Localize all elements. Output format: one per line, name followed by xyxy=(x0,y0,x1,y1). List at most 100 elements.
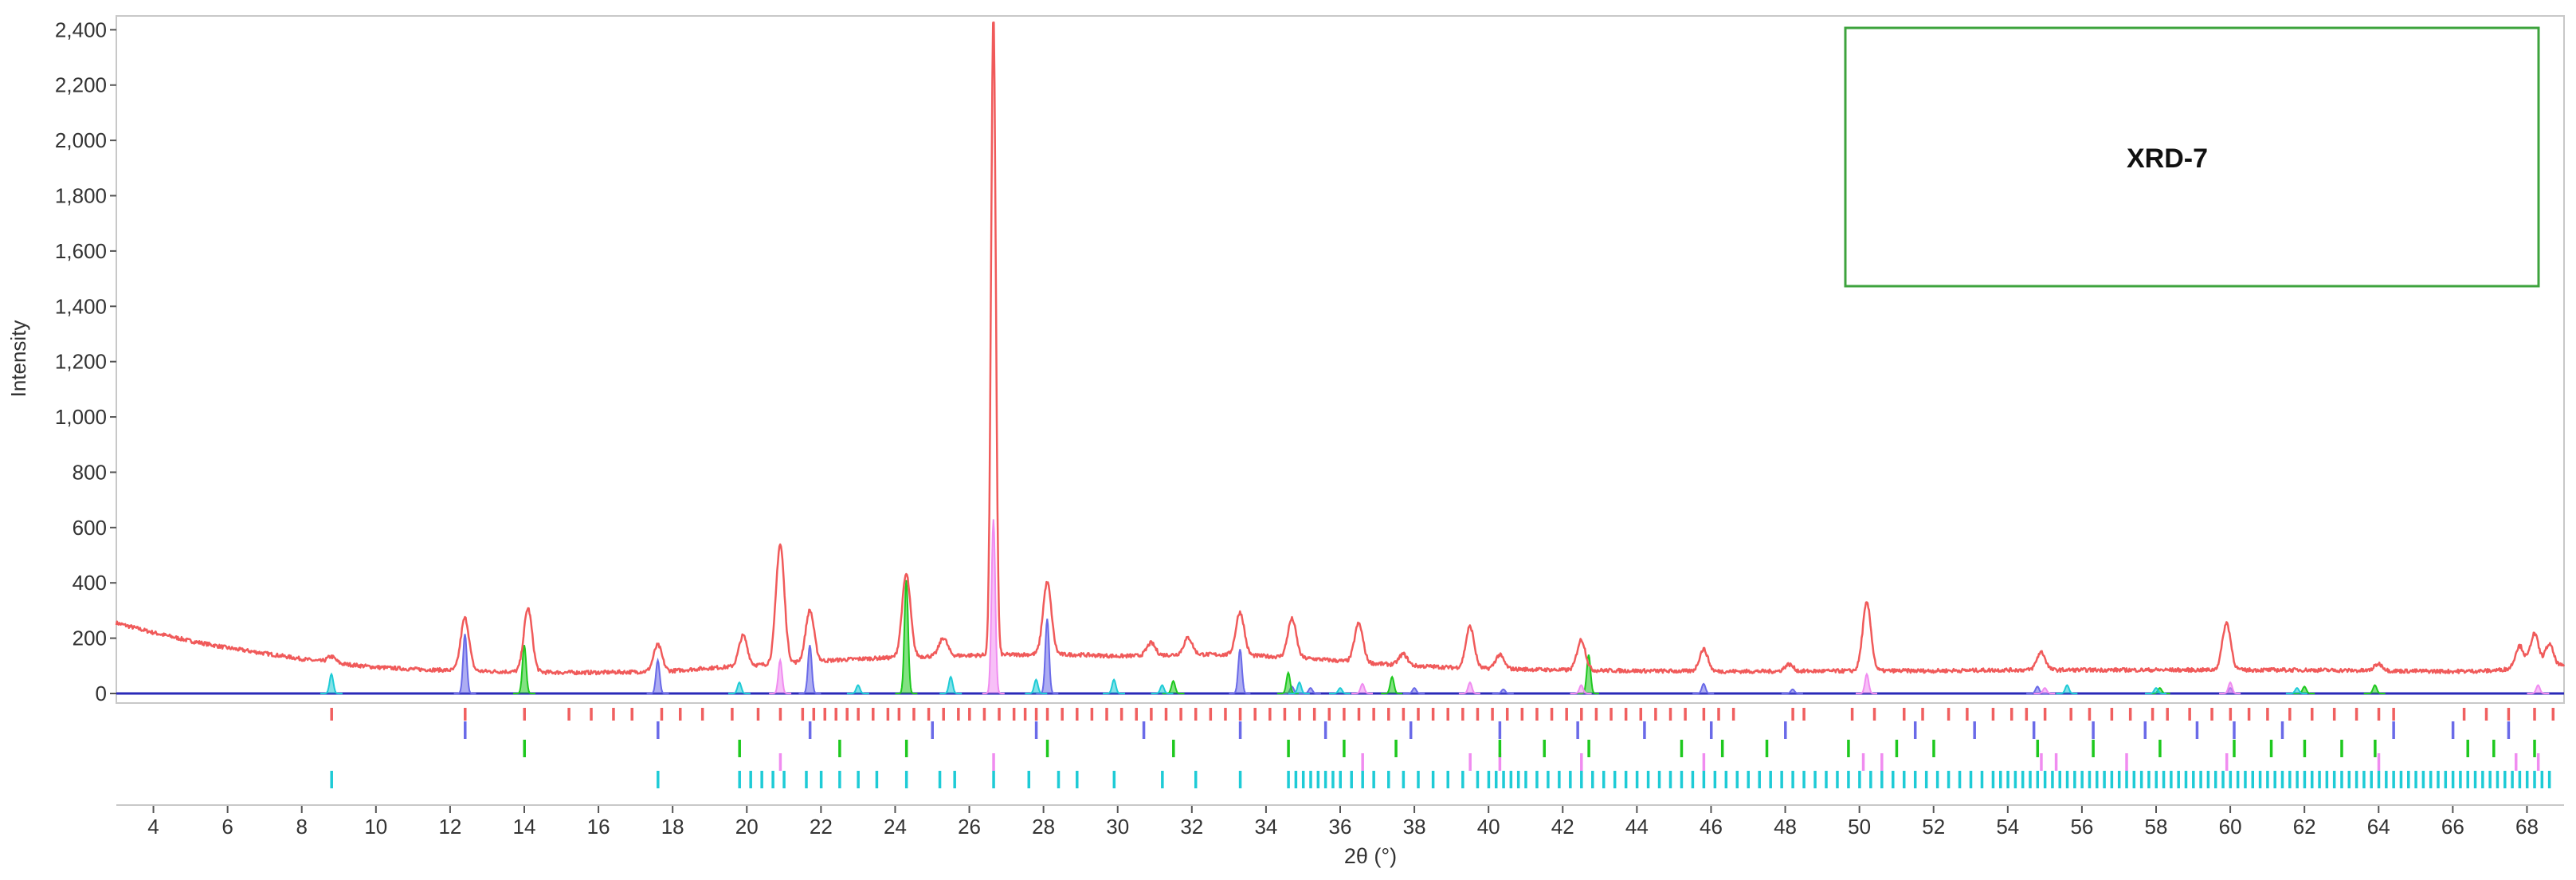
reflection-marker xyxy=(2188,708,2191,721)
reflection-marker xyxy=(523,708,526,721)
reflection-marker xyxy=(2288,771,2292,788)
reflection-marker xyxy=(1491,708,1494,721)
reflection-marker xyxy=(778,753,782,771)
reflection-marker xyxy=(2466,740,2469,757)
reflection-marker xyxy=(938,771,942,788)
reflection-marker xyxy=(1980,771,1984,788)
reflection-marker xyxy=(992,771,995,788)
reflection-marker xyxy=(2437,771,2440,788)
reflection-marker xyxy=(2065,771,2069,788)
reflection-marker xyxy=(1283,708,1287,721)
reflection-marker xyxy=(1973,721,1976,739)
reflection-marker xyxy=(1847,740,1850,757)
y-tick-label: 1,200 xyxy=(55,350,107,374)
reflection-marker xyxy=(738,740,741,757)
reflection-marker xyxy=(1034,721,1038,739)
reflection-marker xyxy=(1932,740,1935,757)
reflection-marker xyxy=(1076,771,1079,788)
reflection-marker xyxy=(838,740,841,757)
reflection-marker xyxy=(1417,771,1420,788)
y-tick-label: 2,000 xyxy=(55,128,107,152)
reflection-marker xyxy=(464,708,467,721)
reflection-marker xyxy=(1417,708,1420,721)
reflection-marker xyxy=(590,708,593,721)
reflection-marker xyxy=(1702,753,1706,771)
reflection-marker xyxy=(2325,771,2329,788)
reflection-marker xyxy=(1343,708,1346,721)
reflection-marker xyxy=(2514,753,2518,771)
reflection-marker xyxy=(1895,740,1899,757)
reflection-marker xyxy=(1135,708,1138,721)
reflection-marker xyxy=(1461,708,1464,721)
reflection-marker xyxy=(1646,771,1650,788)
reflection-marker xyxy=(2043,771,2047,788)
reflection-marker xyxy=(2210,708,2213,721)
reflection-marker xyxy=(2507,721,2511,739)
phase-peak xyxy=(2363,684,2386,694)
reflection-marker xyxy=(2551,708,2555,721)
reflection-marker xyxy=(957,708,960,721)
reflection-marker xyxy=(2143,721,2147,739)
reflection-marker xyxy=(1547,771,1550,788)
reflection-marker xyxy=(1387,771,1390,788)
reflection-marker xyxy=(875,771,879,788)
reflection-marker xyxy=(1580,708,1583,721)
x-tick-label: 24 xyxy=(884,815,907,839)
reflection-marker xyxy=(1253,708,1257,721)
reflection-marker xyxy=(1724,771,1728,788)
reflection-marker xyxy=(1238,771,1242,788)
reflection-marker xyxy=(2151,708,2155,721)
y-tick-label: 800 xyxy=(73,460,107,484)
reflection-marker xyxy=(2092,740,2095,757)
phase-peak xyxy=(320,672,343,694)
x-tick-label: 48 xyxy=(1774,815,1797,839)
reflection-marker xyxy=(1802,771,1806,788)
reflection-marker xyxy=(2213,771,2217,788)
reflection-marker xyxy=(1594,708,1598,721)
reflection-marker xyxy=(2158,740,2162,757)
reflection-marker xyxy=(2392,771,2395,788)
reflection-marker xyxy=(657,771,660,788)
reflection-marker xyxy=(1238,721,1242,739)
reflection-marker xyxy=(1323,721,1327,739)
x-tick-label: 14 xyxy=(513,815,536,839)
reflection-marker xyxy=(2518,771,2522,788)
y-tick-label: 400 xyxy=(73,571,107,595)
phase-peak xyxy=(646,657,669,694)
reflection-marker xyxy=(1999,771,2002,788)
reflection-marker xyxy=(2021,771,2025,788)
x-axis-label: 2θ (°) xyxy=(1344,844,1397,868)
reflection-marker xyxy=(2303,771,2307,788)
reflection-marker xyxy=(998,708,1001,721)
reflection-marker xyxy=(2195,721,2199,739)
y-tick-label: 1,600 xyxy=(55,239,107,263)
phase-peak xyxy=(846,684,869,694)
observed-pattern-line xyxy=(115,21,2566,676)
x-tick-label: 10 xyxy=(364,815,387,839)
y-tick-label: 1,400 xyxy=(55,294,107,318)
reflection-marker xyxy=(1179,708,1182,721)
reflection-marker xyxy=(1057,771,1061,788)
reflection-marker xyxy=(808,721,812,739)
reflection-marker xyxy=(700,708,704,721)
reflection-marker xyxy=(1309,771,1312,788)
reflection-marker xyxy=(1769,771,1772,788)
phase-peak xyxy=(1403,686,1425,694)
reflection-marker xyxy=(1268,708,1272,721)
reflection-marker xyxy=(1238,708,1242,721)
reflection-marker xyxy=(1487,771,1491,788)
phase-peak xyxy=(453,634,476,694)
reflection-marker xyxy=(1112,771,1116,788)
x-tick-label: 42 xyxy=(1551,815,1574,839)
reflection-marker xyxy=(2073,771,2076,788)
reflection-marker xyxy=(1668,708,1672,721)
reflection-marker xyxy=(1913,771,1917,788)
phase-peak xyxy=(939,675,963,694)
reflection-marker xyxy=(2340,771,2343,788)
reflection-marker xyxy=(2536,753,2540,771)
reflection-marker xyxy=(2266,771,2269,788)
reflection-marker xyxy=(886,708,890,721)
reflection-marker xyxy=(2269,740,2273,757)
phase-peak xyxy=(2219,681,2241,694)
